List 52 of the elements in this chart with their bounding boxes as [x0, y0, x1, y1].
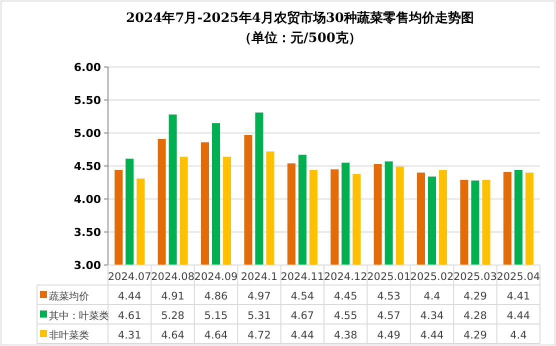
x-tick-label: 2025.02: [410, 271, 454, 283]
x-tick-label: 2024.07: [108, 271, 152, 283]
data-label: 4.31: [118, 330, 142, 342]
data-label: 4.61: [118, 310, 142, 322]
y-tick-label: 5.00: [74, 127, 102, 140]
y-tick-label: 6.00: [74, 61, 102, 74]
data-label: 4.53: [377, 290, 400, 302]
y-tick-label: 3.00: [74, 259, 102, 272]
data-label: 4.44: [118, 290, 142, 302]
data-label: 5.31: [248, 310, 271, 322]
y-tick-label: 4.00: [74, 193, 102, 206]
data-label: 4.29: [464, 330, 487, 342]
x-tick-label: 2024.11: [280, 271, 324, 283]
data-label: 4.67: [290, 310, 314, 322]
y-tick-label: 4.50: [74, 160, 102, 173]
x-tick-label: 2025.04: [496, 271, 540, 283]
data-label: 4.64: [161, 330, 185, 342]
data-label: 4.4: [424, 290, 441, 302]
data-label: 4.44: [290, 330, 314, 342]
x-tick-label: 2025.03: [453, 271, 497, 283]
data-label: 4.64: [204, 330, 228, 342]
data-label: 4.4: [510, 330, 528, 342]
data-label: 5.28: [161, 310, 184, 322]
y-tick-label: 5.50: [74, 94, 102, 107]
legend-label: 非叶菜类: [49, 330, 89, 342]
data-label: 4.41: [506, 290, 530, 302]
data-label: 4.38: [334, 330, 358, 342]
data-label: 4.86: [204, 290, 228, 302]
data-label: 4.55: [334, 310, 358, 322]
chart-title: 2024年7月-2025年4月农贸市场30种蔬菜零售均价走势图: [126, 10, 474, 26]
data-label: 4.44: [506, 310, 530, 322]
x-tick-label: 2024.08: [151, 271, 195, 283]
data-label: 4.72: [248, 330, 271, 342]
data-label: 4.28: [464, 310, 487, 322]
data-label: 5.15: [204, 310, 228, 322]
x-tick-label: 2025.01: [367, 271, 411, 283]
data-label: 4.29: [464, 290, 487, 302]
data-label: 4.44: [420, 330, 444, 342]
data-label: 4.91: [161, 290, 184, 302]
data-label: 4.45: [334, 290, 358, 302]
y-tick-label: 3.50: [74, 226, 102, 239]
x-tick-label: 2024.1: [240, 271, 278, 283]
chart-subtitle: （单位：元/500克）: [238, 30, 362, 46]
data-label: 4.49: [377, 330, 400, 342]
x-tick-label: 2024.09: [194, 271, 238, 283]
data-label: 4.54: [290, 290, 314, 302]
data-label: 4.34: [420, 310, 444, 322]
data-label: 4.57: [377, 310, 400, 322]
data-label: 4.97: [248, 290, 271, 302]
x-tick-label: 2024.12: [324, 271, 368, 283]
legend-label: 蔬菜均价: [49, 290, 89, 302]
legend-label: 其中：叶菜类: [49, 310, 109, 322]
